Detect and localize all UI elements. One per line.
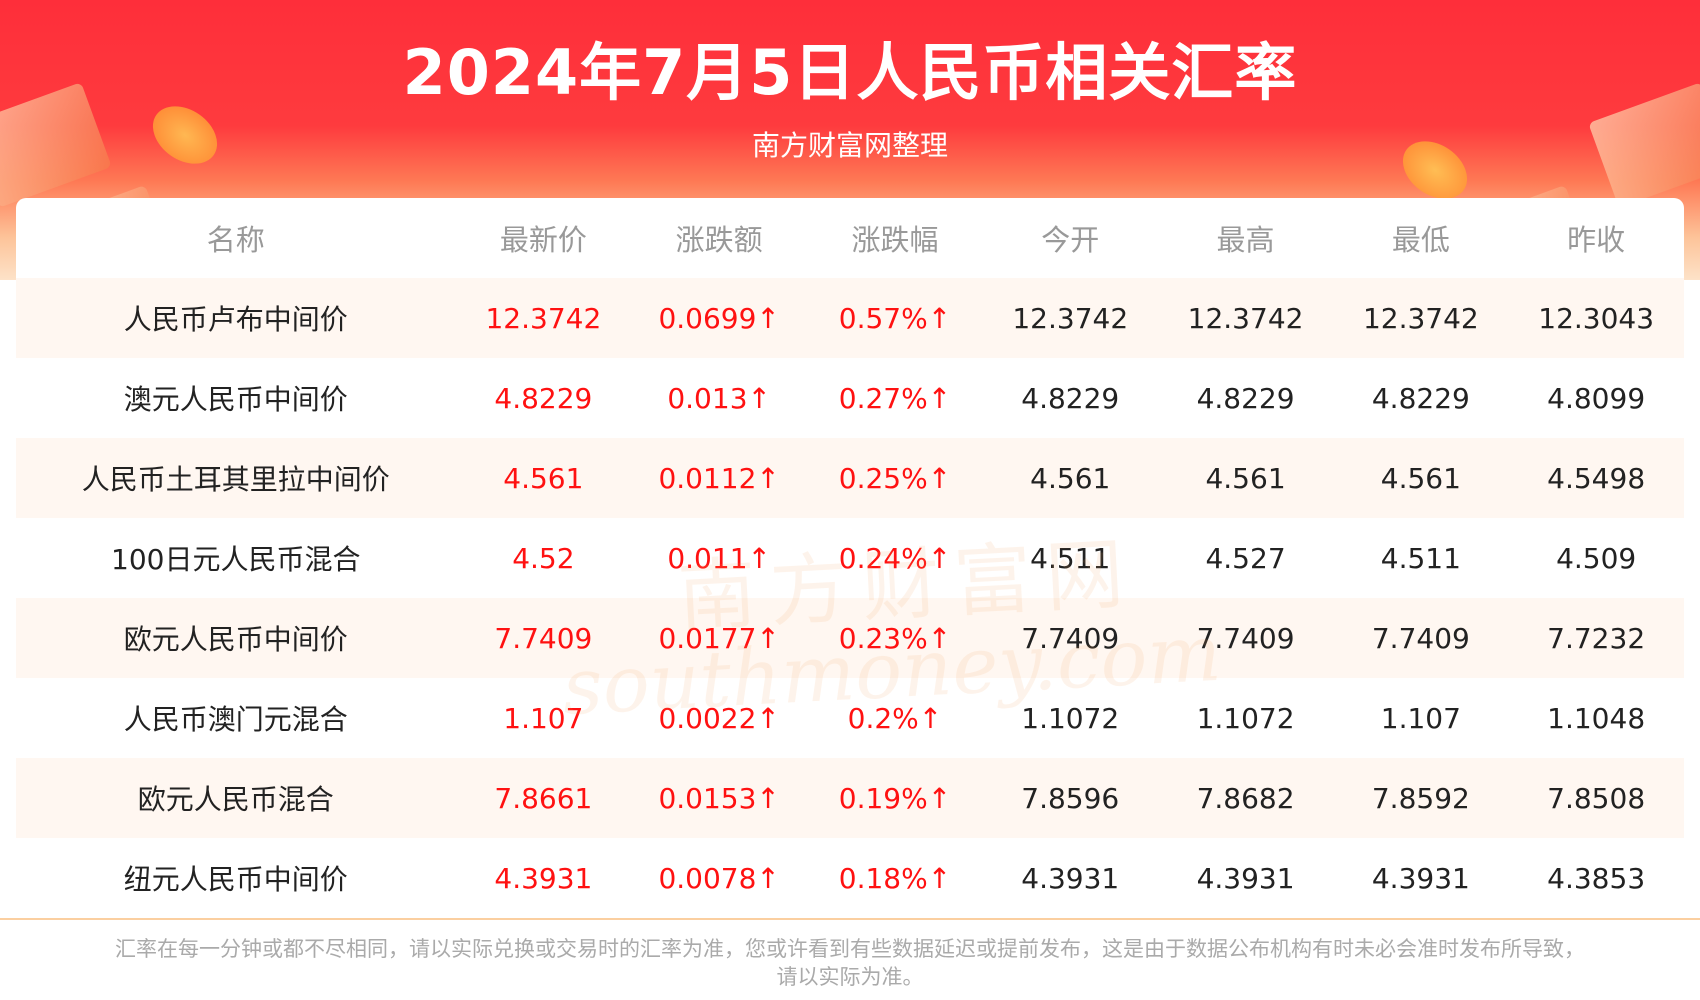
rate-cell: 4.561 xyxy=(503,461,584,495)
table-row: 人民币澳门元混合 1.107 0.0022↑ 0.2%↑ 1.1072 1.1072 1.1… xyxy=(16,678,1684,758)
rate-cell: 0.0153↑ xyxy=(658,781,780,815)
column-header: 名称 xyxy=(206,223,265,257)
rate-cell: 4.3931 xyxy=(494,861,593,895)
rate-cell: 7.8592 xyxy=(1371,781,1470,815)
page-title: 2024年7月5日人民币相关汇率 xyxy=(402,36,1298,109)
rate-cell: 12.3742 xyxy=(1187,301,1304,335)
page-subtitle: 南方财富网整理 xyxy=(751,129,948,162)
rate-cell: 4.8229 xyxy=(1371,381,1470,415)
rate-cell: 7.8682 xyxy=(1196,781,1295,815)
rate-cell: 12.3742 xyxy=(1012,301,1129,335)
rate-cell: 7.7409 xyxy=(494,621,593,655)
rate-cell: 7.8661 xyxy=(494,781,593,815)
rate-cell: 4.52 xyxy=(512,541,575,575)
rate-cell: 0.23%↑ xyxy=(838,621,952,655)
table-row: 澳元人民币中间价 4.8229 0.013↑ 0.27%↑ 4.8229 4.8229 4.… xyxy=(16,358,1684,438)
rate-cell: 0.011↑ xyxy=(667,541,771,575)
rate-cell: 4.8099 xyxy=(1547,381,1646,415)
rate-cell: 0.0112↑ xyxy=(658,461,780,495)
rate-cell: 0.0699↑ xyxy=(658,301,780,335)
column-header: 最高 xyxy=(1216,223,1275,257)
rate-cell: 4.509 xyxy=(1556,541,1637,575)
currency-name: 欧元人民币混合 xyxy=(137,783,334,816)
rate-cell: 4.3931 xyxy=(1196,861,1295,895)
rate-cell: 7.8596 xyxy=(1021,781,1120,815)
currency-name: 人民币卢布中间价 xyxy=(123,303,348,336)
currency-name: 欧元人民币中间价 xyxy=(123,623,348,656)
divider xyxy=(0,918,1700,920)
rates-table: 名称 最新价 涨跌额 涨跌幅 今开 最高 最低 昨收 人民币卢布中间价 12.3742 0.069… xyxy=(16,198,1684,920)
rate-cell: 0.19%↑ xyxy=(838,781,952,815)
rate-cell: 7.8508 xyxy=(1547,781,1646,815)
currency-name: 人民币土耳其里拉中间价 xyxy=(81,463,390,496)
rate-cell: 0.27%↑ xyxy=(838,381,952,415)
column-header: 最低 xyxy=(1391,223,1450,257)
table-row: 欧元人民币中间价 7.7409 0.0177↑ 0.23%↑ 7.7409 7.7409 7… xyxy=(16,598,1684,678)
rate-cell: 4.561 xyxy=(1380,461,1461,495)
rate-cell: 7.7409 xyxy=(1196,621,1295,655)
rate-cell: 7.7409 xyxy=(1371,621,1470,655)
column-header: 昨收 xyxy=(1567,223,1626,257)
rate-cell: 4.511 xyxy=(1380,541,1461,575)
rate-cell: 4.8229 xyxy=(1196,381,1295,415)
rate-cell: 1.1072 xyxy=(1021,701,1120,735)
rate-cell: 0.24%↑ xyxy=(838,541,952,575)
rate-cell: 1.107 xyxy=(1380,701,1461,735)
rate-cell: 4.527 xyxy=(1205,541,1286,575)
rate-cell: 4.3931 xyxy=(1371,861,1470,895)
table-row: 人民币卢布中间价 12.3742 0.0699↑ 0.57%↑ 12.3742 12.37… xyxy=(16,278,1684,358)
table-header: 名称 最新价 涨跌额 涨跌幅 今开 最高 最低 昨收 xyxy=(16,198,1684,278)
rate-cell: 0.0078↑ xyxy=(658,861,780,895)
table-row: 纽元人民币中间价 4.3931 0.0078↑ 0.18%↑ 4.3931 4.3931 4… xyxy=(16,838,1684,918)
rate-cell: 4.3931 xyxy=(1021,861,1120,895)
column-header: 今开 xyxy=(1041,223,1100,257)
table-row: 欧元人民币混合 7.8661 0.0153↑ 0.19%↑ 7.8596 7.8682 7.… xyxy=(16,758,1684,838)
disclaimer-line: 汇率在每一分钟或都不尽相同，请以实际兑换或交易时的汇率为准，您或许看到有些数据延… xyxy=(115,937,1585,961)
rate-cell: 4.561 xyxy=(1030,461,1111,495)
column-header: 涨跌额 xyxy=(675,223,763,257)
rate-cell: 4.8229 xyxy=(1021,381,1120,415)
currency-name: 纽元人民币中间价 xyxy=(123,863,348,896)
column-header: 最新价 xyxy=(499,223,587,257)
table-row: 100日元人民币混合 4.52 0.011↑ 0.24%↑ 4.511 4.527 4.51… xyxy=(16,518,1684,598)
rate-cell: 0.013↑ xyxy=(667,381,771,415)
currency-name: 澳元人民币中间价 xyxy=(123,383,348,416)
rate-cell: 4.511 xyxy=(1030,541,1111,575)
rate-cell: 4.5498 xyxy=(1547,461,1646,495)
rate-cell: 12.3742 xyxy=(485,301,602,335)
rate-cell: 1.1072 xyxy=(1196,701,1295,735)
rate-cell: 7.7232 xyxy=(1547,621,1646,655)
table-row: 人民币土耳其里拉中间价 4.561 0.0112↑ 0.25%↑ 4.561 4.561 4… xyxy=(16,438,1684,518)
rate-cell: 0.18%↑ xyxy=(838,861,952,895)
rate-cell: 4.3853 xyxy=(1547,861,1646,895)
rate-cell: 1.107 xyxy=(503,701,584,735)
rate-cell: 0.0022↑ xyxy=(658,701,780,735)
rate-cell: 0.25%↑ xyxy=(838,461,952,495)
rate-cell: 0.2%↑ xyxy=(847,701,943,735)
rate-cell: 4.561 xyxy=(1205,461,1286,495)
disclaimer: 汇率在每一分钟或都不尽相同，请以实际兑换或交易时的汇率为准，您或许看到有些数据延… xyxy=(70,935,1630,991)
rate-cell: 12.3043 xyxy=(1538,301,1655,335)
currency-name: 人民币澳门元混合 xyxy=(123,703,348,736)
column-header: 涨跌幅 xyxy=(851,223,939,257)
rate-cell: 4.8229 xyxy=(494,381,593,415)
rate-cell: 0.57%↑ xyxy=(838,301,952,335)
disclaimer-line: 请以实际为准。 xyxy=(776,965,924,989)
rate-cell: 1.1048 xyxy=(1547,701,1646,735)
rate-cell: 0.0177↑ xyxy=(658,621,780,655)
currency-name: 100日元人民币混合 xyxy=(111,543,361,576)
rate-cell: 7.7409 xyxy=(1021,621,1120,655)
rate-cell: 12.3742 xyxy=(1362,301,1479,335)
